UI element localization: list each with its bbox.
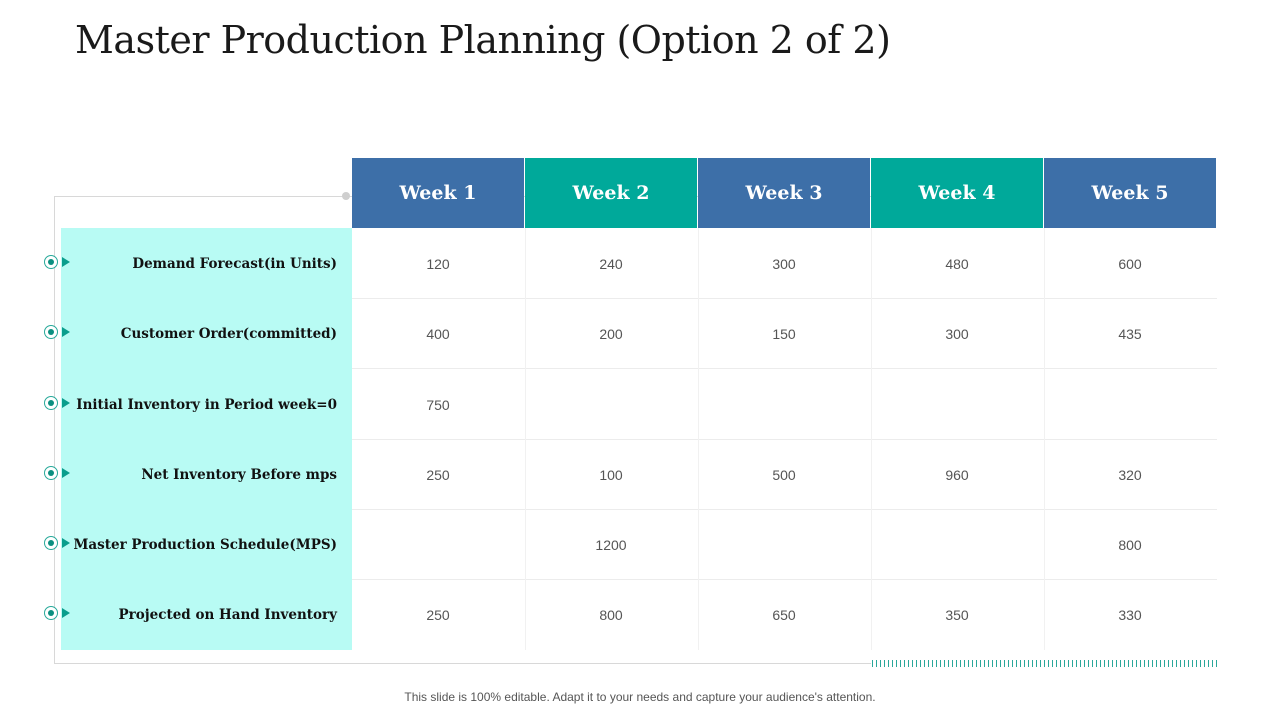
table-cell: 300 — [945, 326, 969, 342]
table-cell: 100 — [599, 467, 623, 483]
circle-arrow-bullet-icon — [44, 536, 70, 552]
table-cell: 480 — [945, 256, 969, 272]
row-label-demand-forecast: Demand Forecast(in Units) — [132, 256, 337, 272]
slide-title: Master Production Planning (Option 2 of … — [75, 18, 891, 62]
table-cell — [871, 510, 1043, 580]
row-label-panel — [61, 228, 352, 650]
table-cell: 240 — [599, 256, 623, 272]
table-cell: 150 — [772, 326, 796, 342]
frame-corner-dot — [342, 192, 350, 200]
table-cell: 330 — [1118, 607, 1142, 623]
circle-arrow-bullet-icon — [44, 325, 70, 341]
row-divider — [352, 509, 1217, 510]
circle-arrow-bullet-icon — [44, 466, 70, 482]
table-cell: 960 — [945, 467, 969, 483]
header-week-5: Week 5 — [1044, 158, 1216, 228]
table-cell: 800 — [599, 607, 623, 623]
table-cell: 250 — [426, 467, 450, 483]
table-cell: 250 — [426, 607, 450, 623]
table-cell — [698, 370, 870, 440]
row-divider — [352, 579, 1217, 580]
column-divider — [698, 228, 699, 650]
table-cell: 1200 — [595, 537, 627, 553]
header-week-3: Week 3 — [698, 158, 870, 228]
table-cell: 200 — [599, 326, 623, 342]
slide-footer-note: This slide is 100% editable. Adapt it to… — [404, 690, 876, 704]
table-cell: 435 — [1118, 326, 1142, 342]
circle-arrow-bullet-icon — [44, 396, 70, 412]
table-cell — [698, 510, 870, 580]
column-divider — [525, 228, 526, 650]
table-cell: 750 — [426, 397, 450, 413]
table-cell: 350 — [945, 607, 969, 623]
table-cell: 800 — [1118, 537, 1142, 553]
table-cell: 400 — [426, 326, 450, 342]
table-cell — [1044, 370, 1216, 440]
row-label-master-production-schedule: Master Production Schedule(MPS) — [73, 537, 337, 553]
circle-arrow-bullet-icon — [44, 606, 70, 622]
header-week-1: Week 1 — [352, 158, 524, 228]
row-divider — [352, 368, 1217, 369]
table-cell — [525, 370, 697, 440]
circle-arrow-bullet-icon — [44, 255, 70, 271]
header-week-2: Week 2 — [525, 158, 697, 228]
table-cell: 300 — [772, 256, 796, 272]
row-divider — [352, 439, 1217, 440]
table-cell — [352, 510, 524, 580]
row-label-projected-on-hand: Projected on Hand Inventory — [118, 607, 337, 623]
row-label-customer-order: Customer Order(committed) — [120, 326, 337, 342]
row-label-net-inventory: Net Inventory Before mps — [141, 467, 337, 483]
table-cell: 500 — [772, 467, 796, 483]
column-divider — [1044, 228, 1045, 650]
column-divider — [871, 228, 872, 650]
table-cell: 600 — [1118, 256, 1142, 272]
table-cell: 650 — [772, 607, 796, 623]
decorative-tick-strip — [872, 660, 1217, 667]
table-cell — [871, 370, 1043, 440]
table-cell: 320 — [1118, 467, 1142, 483]
header-week-4: Week 4 — [871, 158, 1043, 228]
table-cell: 120 — [426, 256, 450, 272]
row-label-initial-inventory: Initial Inventory in Period week=0 — [76, 397, 337, 413]
row-divider — [352, 298, 1217, 299]
